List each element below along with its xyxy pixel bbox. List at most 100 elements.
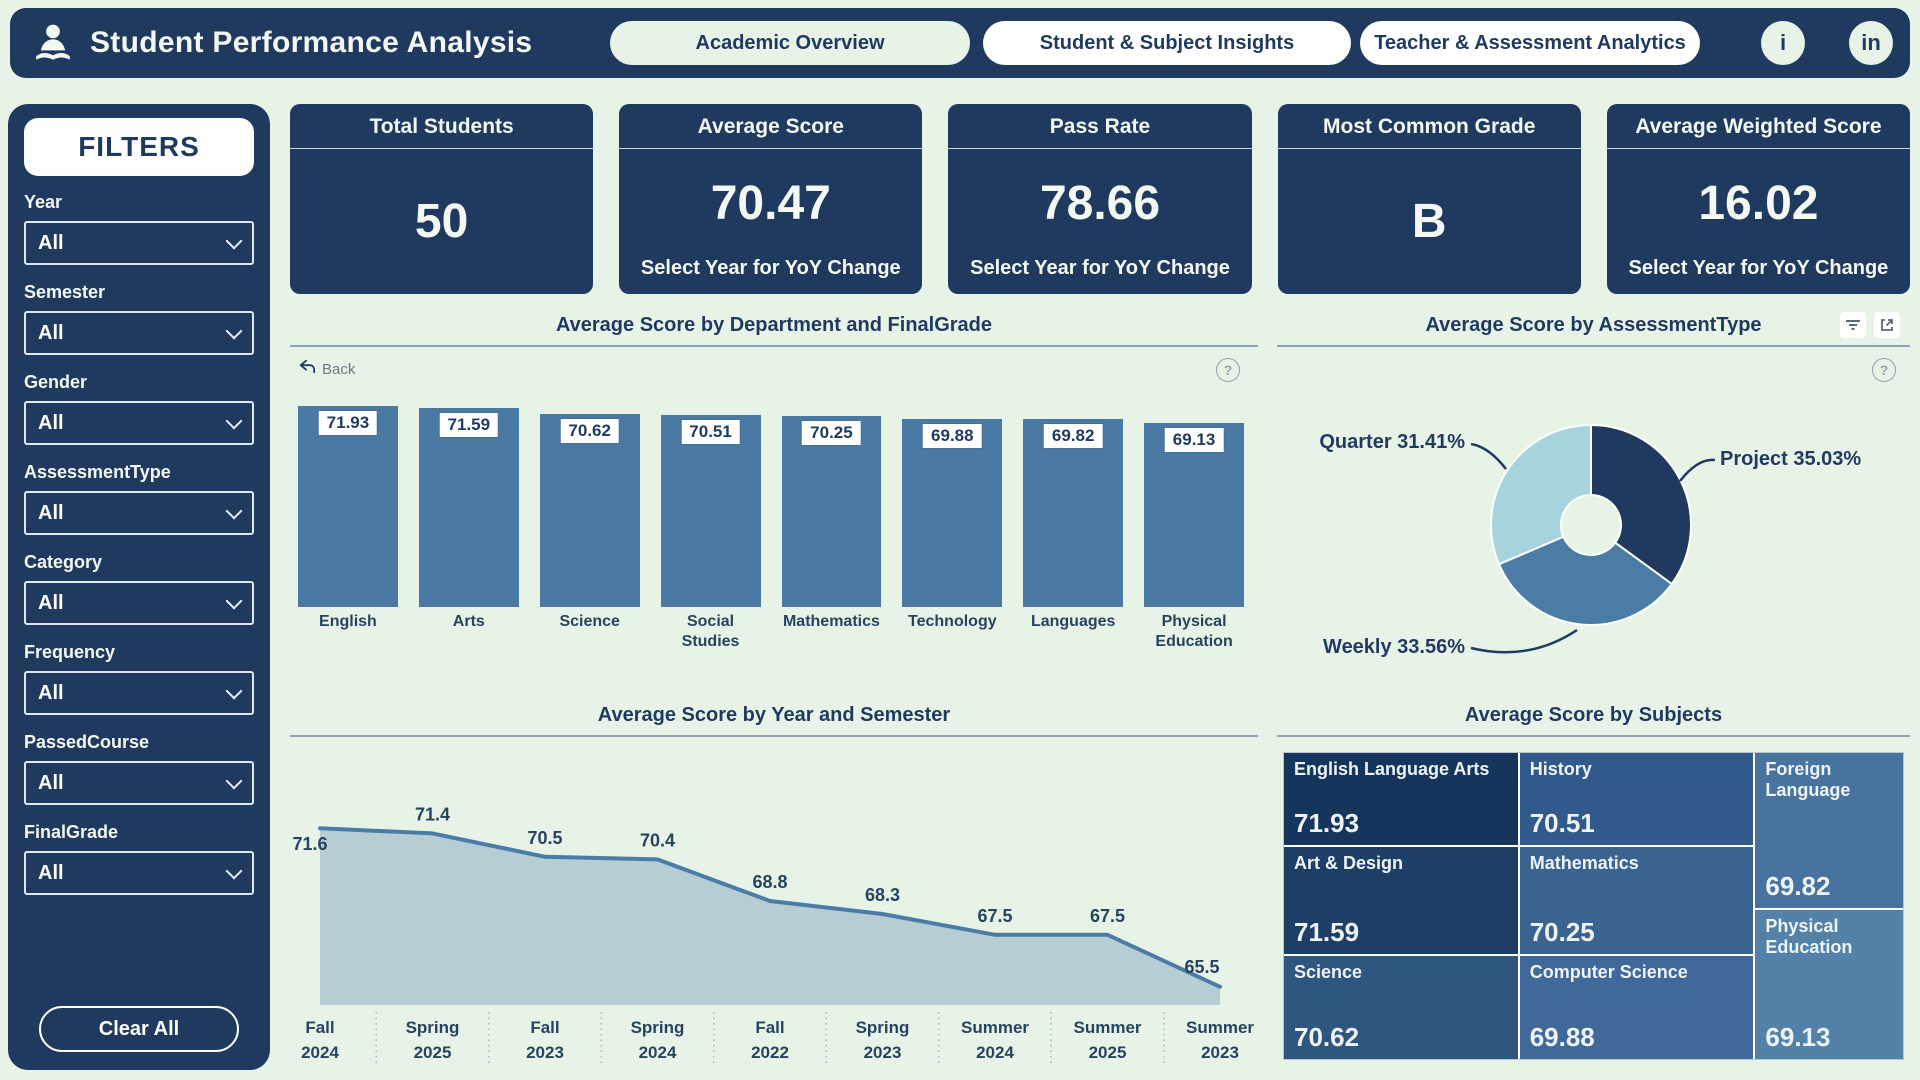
x-axis-label: 2025	[414, 1043, 452, 1062]
point-value-label: 70.5	[527, 828, 562, 848]
point-value-label: 65.5	[1184, 957, 1219, 977]
x-axis-label: Spring	[406, 1018, 460, 1037]
kpi-card-pass-rate: Pass Rate 78.66 Select Year for YoY Change	[948, 104, 1252, 294]
kpi-card-most-common-grade: Most Common Grade B	[1277, 104, 1581, 294]
app-header: Student Performance Analysis Academic Ov…	[10, 8, 1910, 78]
treemap-cell-physical-education[interactable]: Physical Education 69.13	[1755, 910, 1903, 1059]
bar-chart-panel: Average Score by Department and FinalGra…	[290, 310, 1258, 682]
bar-social-studies[interactable]: 70.51	[660, 415, 761, 607]
tab-student-subject-insights[interactable]: Student & Subject Insights	[983, 21, 1351, 65]
treemap-cell-foreign-language[interactable]: Foreign Language 69.82	[1755, 753, 1903, 909]
filter-selected-value: All	[38, 411, 64, 434]
back-button[interactable]: Back	[298, 358, 355, 381]
bar-value-label: 71.93	[318, 411, 378, 435]
bar-value-label: 70.51	[681, 420, 740, 444]
filters-sidebar: FILTERS Year All Semester All Gender All Asses…	[8, 104, 270, 1070]
filter-dropdown-finalgrade[interactable]: All	[24, 851, 254, 895]
filter-group-year: Year All	[24, 192, 254, 265]
filter-dropdown-gender[interactable]: All	[24, 401, 254, 445]
point-value-label: 68.3	[865, 885, 900, 905]
filter-label: PassedCourse	[24, 732, 150, 752]
bar-chart-title: Average Score by Department and FinalGra…	[555, 314, 993, 336]
treemap-cell-name: Foreign Language	[1765, 759, 1851, 800]
filter-dropdown-passedcourse[interactable]: All	[24, 761, 254, 805]
donut-slice-project[interactable]	[1590, 423, 1692, 586]
treemap-cell-value: 70.62	[1294, 1022, 1360, 1052]
info-icon[interactable]: i	[1761, 21, 1805, 65]
bar-category-label: Social Studies	[681, 613, 740, 650]
treemap-cell-computer-science[interactable]: Computer Science 69.88	[1519, 956, 1754, 1059]
bar-science[interactable]: 70.62	[539, 414, 640, 607]
donut-slice-weekly[interactable]	[1497, 535, 1674, 626]
bar-category-label: Technology	[908, 613, 997, 630]
linkedin-icon[interactable]: in	[1849, 21, 1893, 65]
bar-plot: 71.93 71.59 70.62 70.51 70.25 69.88 69.82 69.13	[298, 357, 1244, 607]
filter-dropdown-year[interactable]: All	[24, 221, 254, 265]
bar-mathematics[interactable]: 70.25	[781, 416, 882, 607]
popout-icon[interactable]	[1874, 312, 1900, 338]
bar-category-label: Mathematics	[782, 613, 880, 630]
tab-teacher-assessment-analytics[interactable]: Teacher & Assessment Analytics	[1360, 21, 1700, 65]
filter-dropdown-semester[interactable]: All	[24, 311, 254, 355]
bar-slot: 70.51	[660, 357, 761, 607]
undo-arrow-icon	[298, 358, 316, 381]
bar-physical-education[interactable]: 69.13	[1144, 423, 1244, 607]
filter-dropdown-category[interactable]: All	[24, 581, 254, 625]
filter-group-passedcourse: PassedCourse All	[24, 732, 254, 805]
filter-icon[interactable]	[1840, 312, 1866, 338]
filter-dropdown-assessmenttype[interactable]: All	[24, 491, 254, 535]
donut-slice-quarter[interactable]	[1490, 423, 1592, 566]
kpi-value: 50	[414, 195, 469, 248]
filter-selected-value: All	[38, 501, 64, 524]
filter-group-semester: Semester All	[24, 282, 254, 355]
chevron-down-icon	[225, 772, 243, 789]
treemap-cell-history[interactable]: History 70.51	[1519, 753, 1754, 846]
area-chart-panel: Average Score by Year and Semester 71.6 7…	[290, 700, 1258, 1072]
donut-leader-line	[1470, 442, 1507, 470]
divider	[290, 345, 1258, 347]
filter-group-category: Category All	[24, 552, 254, 625]
filter-group-assessmenttype: AssessmentType All	[24, 462, 254, 535]
page-title: Student Performance Analysis	[90, 26, 533, 59]
donut-chart[interactable]: Project 35.03% Weekly 33.56% Quarter 31.41…	[1277, 350, 1910, 680]
filters-title: FILTERS	[24, 118, 254, 176]
treemap-cell-science[interactable]: Science 70.62	[1284, 956, 1518, 1059]
bar-value-label: 69.13	[1164, 428, 1224, 452]
treemap-column: English Language Arts 71.93 Art & Design 71…	[1284, 753, 1518, 1059]
treemap-cell-art-design[interactable]: Art & Design 71.59	[1284, 847, 1518, 955]
bar-technology[interactable]: 69.88	[902, 419, 1003, 607]
point-value-label: 70.4	[640, 830, 675, 850]
treemap-cell-mathematics[interactable]: Mathematics 70.25	[1519, 847, 1754, 955]
treemap-cell-value: 71.59	[1294, 917, 1360, 948]
bar-category-label: Physical Education	[1155, 613, 1233, 650]
treemap-cell-value: 69.82	[1765, 871, 1831, 902]
clear-all-button[interactable]: Clear All	[39, 1006, 239, 1052]
x-axis-label: 2023	[1201, 1043, 1239, 1062]
treemap-cell-name: Computer Science	[1529, 962, 1688, 983]
x-axis-label: 2023	[526, 1043, 564, 1062]
bar-languages[interactable]: 69.82	[1023, 419, 1124, 607]
treemap-cell-name: History	[1529, 759, 1592, 779]
point-value-label: 67.5	[977, 906, 1012, 926]
filter-selected-value: All	[38, 861, 64, 884]
treemap-cell-english-language-arts[interactable]: English Language Arts 71.93	[1284, 753, 1518, 846]
help-icon[interactable]: ?	[1872, 358, 1896, 382]
filter-dropdown-frequency[interactable]: All	[24, 671, 254, 715]
filter-selected-value: All	[38, 231, 64, 254]
help-icon[interactable]: ?	[1216, 358, 1240, 382]
treemap-cell-value: 71.93	[1294, 808, 1360, 839]
tab-academic-overview[interactable]: Academic Overview	[610, 21, 970, 65]
bar-english[interactable]: 71.93	[298, 406, 398, 607]
x-axis-label: Fall	[305, 1018, 334, 1037]
kpi-value: B	[1411, 195, 1447, 248]
kpi-title: Pass Rate	[948, 104, 1252, 149]
point-value-label: 67.5	[1090, 906, 1125, 926]
area-chart[interactable]: 71.6 71.4 70.5 70.4 68.8 68.3 67.5 67.5 65.5 Fall…	[290, 746, 1258, 1072]
bar-arts[interactable]: 71.59	[418, 408, 519, 607]
area-line[interactable]	[318, 826, 1222, 989]
point-value-label: 68.8	[752, 872, 787, 892]
treemap-title: Average Score by Subjects	[1464, 704, 1723, 726]
bar-slot: 71.59	[418, 357, 519, 607]
chevron-down-icon	[225, 322, 243, 339]
chevron-down-icon	[225, 682, 243, 699]
